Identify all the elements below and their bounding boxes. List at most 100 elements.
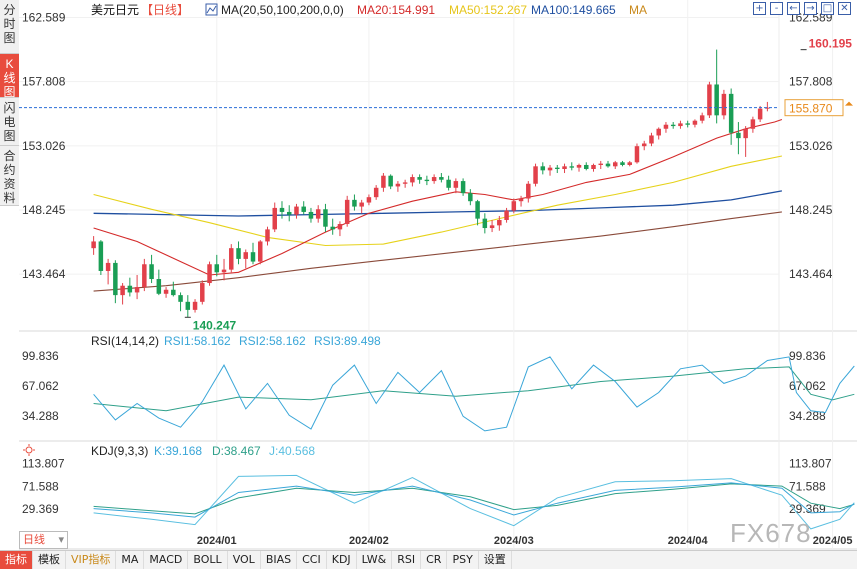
sidebar-tab-char: 合 bbox=[3, 149, 16, 163]
rsi-tick-right: 67.062 bbox=[789, 379, 826, 393]
toolbar-tab-11[interactable]: RSI bbox=[392, 551, 422, 569]
candle-body bbox=[402, 182, 408, 184]
indicator-settings-icon-rays bbox=[23, 444, 35, 456]
kdj-tick-right: 113.807 bbox=[789, 457, 832, 471]
period-tag: 【日线】 bbox=[141, 3, 189, 17]
ma-settings-icon-glyph bbox=[206, 5, 217, 14]
candle-body bbox=[236, 248, 241, 259]
toolbar-tab-1[interactable]: 模板 bbox=[33, 551, 66, 569]
candle-body bbox=[641, 143, 647, 147]
scroll-up-icon[interactable] bbox=[845, 101, 853, 106]
candle-body bbox=[765, 107, 770, 109]
sidebar-tab-char: 闪 bbox=[3, 101, 16, 115]
kdj-tick-left: 113.807 bbox=[22, 457, 65, 471]
toolbar-tab-7[interactable]: BIAS bbox=[261, 551, 298, 569]
kdj-k-value: K:39.168 bbox=[154, 444, 202, 458]
candle-body bbox=[511, 201, 517, 211]
toolbar-tab-10[interactable]: LW& bbox=[357, 551, 393, 569]
sidebar-tab-char: 分 bbox=[3, 3, 16, 17]
candle-body bbox=[533, 166, 538, 184]
sidebar-tab-char: 线 bbox=[3, 71, 16, 85]
kdj-tick-left: 71.588 bbox=[22, 479, 59, 493]
price-tick-left: 148.245 bbox=[22, 203, 66, 217]
toolbar-tab-4[interactable]: MACD bbox=[144, 551, 189, 569]
price-tick-left: 162.589 bbox=[22, 11, 66, 25]
candle-body bbox=[584, 164, 589, 169]
indicator-toolbar: 指标 模板 VIP指标 MA MACD BOLL VOL BIAS CCI KDJ LW& RSI CR… bbox=[0, 550, 857, 569]
candle-body bbox=[678, 123, 683, 127]
candle-body bbox=[685, 123, 690, 125]
sidebar-tab-0[interactable]: 分时图 bbox=[0, 0, 19, 54]
candle-body bbox=[468, 193, 473, 202]
time-tick-label: 2024/04 bbox=[668, 535, 709, 547]
candle-body bbox=[388, 175, 393, 187]
pan-left-button[interactable]: ← bbox=[787, 2, 800, 15]
candle-body bbox=[156, 279, 162, 294]
candle-body bbox=[91, 241, 96, 249]
maximize-button[interactable]: □ bbox=[821, 2, 834, 15]
sidebar-tab-char: 料 bbox=[3, 191, 16, 205]
close-button[interactable]: ✕ bbox=[838, 2, 851, 15]
toolbar-tab-13[interactable]: PSY bbox=[447, 551, 479, 569]
kdj-tick-right: 71.588 bbox=[789, 479, 826, 493]
candle-body bbox=[605, 163, 611, 167]
pan-right-button[interactable]: → bbox=[804, 2, 817, 15]
rsi-tick-right: 34.288 bbox=[789, 409, 826, 423]
candle-body bbox=[453, 181, 459, 188]
watermark: FX678 bbox=[730, 518, 812, 548]
candle-body bbox=[475, 201, 480, 219]
ma-settings-icon[interactable] bbox=[205, 3, 218, 16]
sidebar-tab-2[interactable]: 闪电图 bbox=[0, 98, 19, 146]
candle-body bbox=[424, 179, 430, 182]
last-price-label: 155.870 bbox=[789, 102, 833, 116]
candle-body bbox=[728, 93, 734, 133]
candle-body bbox=[518, 198, 524, 202]
candle-body bbox=[504, 210, 509, 220]
toolbar-tab-8[interactable]: CCI bbox=[297, 551, 327, 569]
kdj-title: KDJ(9,3,3) bbox=[91, 444, 148, 458]
candle-body bbox=[142, 264, 147, 288]
candle-body bbox=[221, 269, 227, 273]
zoom-out-button[interactable]: - bbox=[770, 2, 783, 15]
time-tick-label: 2024/01 bbox=[197, 535, 237, 547]
candle-body bbox=[743, 128, 748, 139]
candle-body bbox=[547, 167, 553, 171]
candle-body bbox=[395, 183, 401, 187]
candle-body bbox=[113, 262, 118, 296]
ma50-line bbox=[93, 155, 783, 247]
sidebar-tab-3[interactable]: 合约资料 bbox=[0, 146, 19, 206]
candle-body bbox=[214, 264, 220, 273]
zoom-in-button[interactable]: + bbox=[753, 2, 766, 15]
candle-body bbox=[178, 295, 183, 302]
price-tick-right: 143.464 bbox=[789, 267, 833, 281]
toolbar-tab-9[interactable]: KDJ bbox=[327, 551, 357, 569]
toolbar-tab-12[interactable]: CR bbox=[421, 551, 448, 569]
toolbar-tab-5[interactable]: BOLL bbox=[188, 551, 228, 569]
time-tick-label: 2024/05 bbox=[813, 535, 853, 547]
rsi-tick-left: 99.836 bbox=[22, 349, 59, 363]
toolbar-tab-6[interactable]: VOL bbox=[228, 551, 261, 569]
candle-body bbox=[359, 202, 364, 207]
toolbar-tab-14[interactable]: 设置 bbox=[479, 551, 512, 569]
kdj-j-value: J:40.568 bbox=[269, 444, 315, 458]
toolbar-tab-2[interactable]: VIP指标 bbox=[66, 551, 117, 569]
candle-body bbox=[540, 166, 546, 171]
toolbar-tab-3[interactable]: MA bbox=[116, 551, 145, 569]
ma100-value: MA100:149.665 bbox=[531, 3, 616, 17]
candle-body bbox=[192, 301, 198, 310]
candle-body bbox=[612, 162, 618, 167]
period-select[interactable]: 日线 ▾ bbox=[19, 531, 68, 549]
time-tick-label: 2024/03 bbox=[494, 535, 534, 547]
candle-body bbox=[598, 163, 603, 165]
candle-body bbox=[757, 108, 763, 120]
sidebar-tab-char: 约 bbox=[3, 163, 16, 177]
rsi3-value: RSI3:89.498 bbox=[314, 334, 381, 348]
indicator-settings-icon[interactable] bbox=[25, 446, 33, 454]
price-tick-left: 157.808 bbox=[22, 75, 66, 89]
rsi-tick-left: 34.288 bbox=[22, 409, 59, 423]
candle-body bbox=[692, 120, 698, 125]
toolbar-tab-0[interactable]: 指标 bbox=[0, 551, 33, 569]
time-tick-label: 2024/02 bbox=[349, 535, 389, 547]
